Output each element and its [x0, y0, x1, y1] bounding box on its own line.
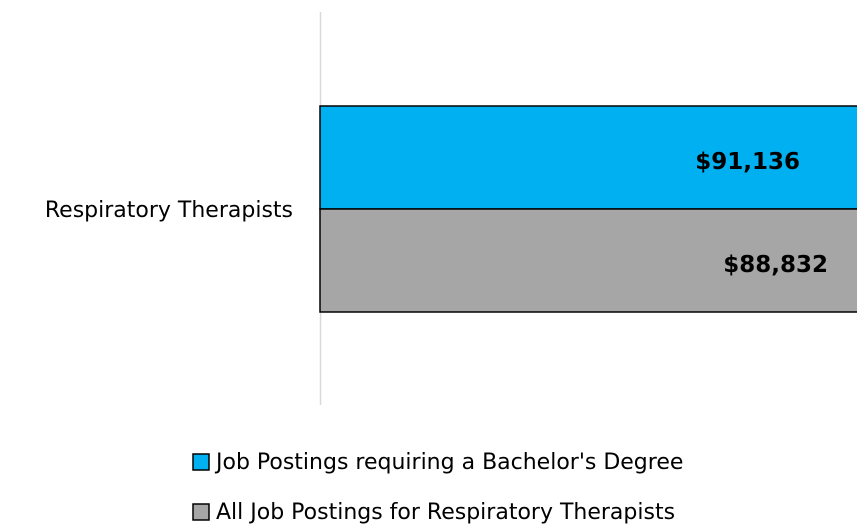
legend-swatch	[192, 503, 210, 521]
value-label: $91,136	[695, 149, 800, 175]
category-label: Respiratory Therapists	[45, 198, 293, 223]
value-label: $88,832	[723, 252, 828, 278]
legend-label: All Job Postings for Respiratory Therapi…	[216, 500, 675, 525]
legend-label: Job Postings requiring a Bachelor's Degr…	[214, 450, 683, 475]
legend-swatch	[192, 453, 210, 471]
bar	[319, 105, 857, 210]
bar	[319, 208, 857, 313]
